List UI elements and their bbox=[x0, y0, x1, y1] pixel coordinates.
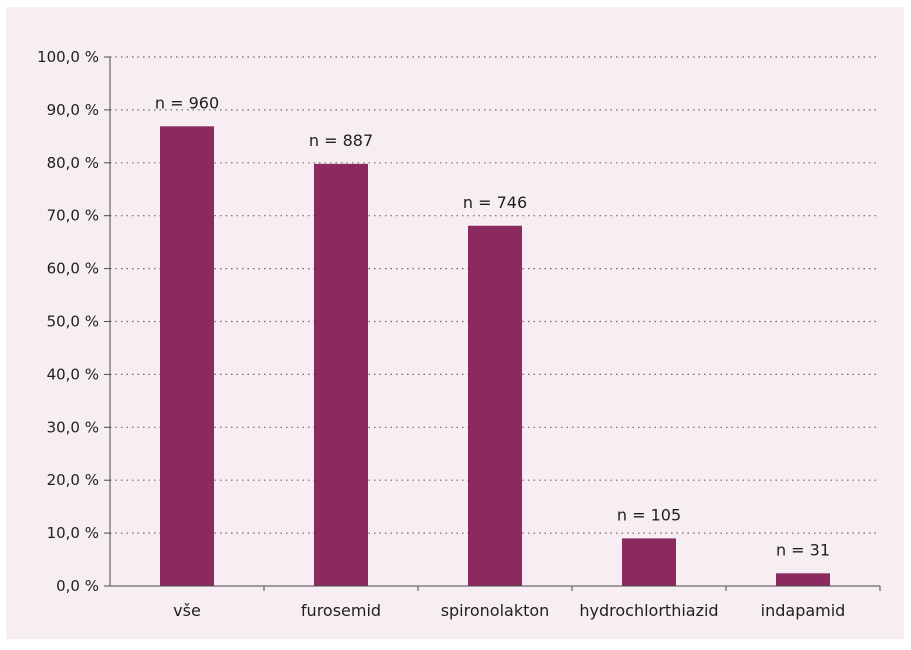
x-category-label: furosemid bbox=[301, 601, 381, 620]
axes bbox=[109, 57, 881, 591]
x-category-label: hydrochlorthiazid bbox=[579, 601, 718, 620]
y-tick-label: 90,0 % bbox=[47, 101, 99, 119]
y-tick-label: 40,0 % bbox=[47, 365, 99, 383]
chart-panel: 0,0 % 10,0 % 20,0 % 30,0 % 40,0 % 50,0 % 60,0 … bbox=[6, 7, 904, 639]
y-tick-label: 70,0 % bbox=[47, 207, 99, 225]
bar-data-label: n = 746 bbox=[463, 193, 527, 212]
bar-data-label: n = 105 bbox=[617, 505, 681, 524]
bars bbox=[160, 126, 830, 586]
bar-1 bbox=[314, 163, 368, 586]
bar-4 bbox=[776, 573, 830, 586]
y-tick-label: 20,0 % bbox=[47, 471, 99, 489]
bar-data-label: n = 31 bbox=[776, 540, 830, 559]
y-tick-label: 80,0 % bbox=[47, 154, 99, 172]
x-category-label: indapamid bbox=[761, 601, 846, 620]
bar-0 bbox=[160, 126, 214, 586]
bar-3 bbox=[622, 538, 676, 586]
y-axis-ticks: 0,0 % 10,0 % 20,0 % 30,0 % 40,0 % 50,0 % 60,0 … bbox=[37, 48, 110, 595]
y-tick-label: 60,0 % bbox=[47, 260, 99, 278]
y-tick-label: 10,0 % bbox=[47, 524, 99, 542]
y-tick-label: 100,0 % bbox=[37, 48, 99, 66]
y-tick-label: 30,0 % bbox=[47, 418, 99, 436]
x-category-label: vše bbox=[173, 601, 201, 620]
bar-chart: 0,0 % 10,0 % 20,0 % 30,0 % 40,0 % 50,0 % 60,0 … bbox=[37, 48, 881, 620]
bar-data-label: n = 960 bbox=[155, 93, 219, 112]
y-tick-label: 50,0 % bbox=[47, 313, 99, 331]
x-axis-labels: vše furosemid spironolakton hydrochlorthiaz… bbox=[173, 601, 845, 620]
x-category-label: spironolakton bbox=[441, 601, 550, 620]
bar-data-label: n = 887 bbox=[309, 131, 373, 150]
data-labels: n = 960 n = 887 n = 746 n = 105 n = 31 bbox=[155, 93, 830, 559]
y-tick-label: 0,0 % bbox=[56, 577, 99, 595]
bar-2 bbox=[468, 225, 522, 586]
